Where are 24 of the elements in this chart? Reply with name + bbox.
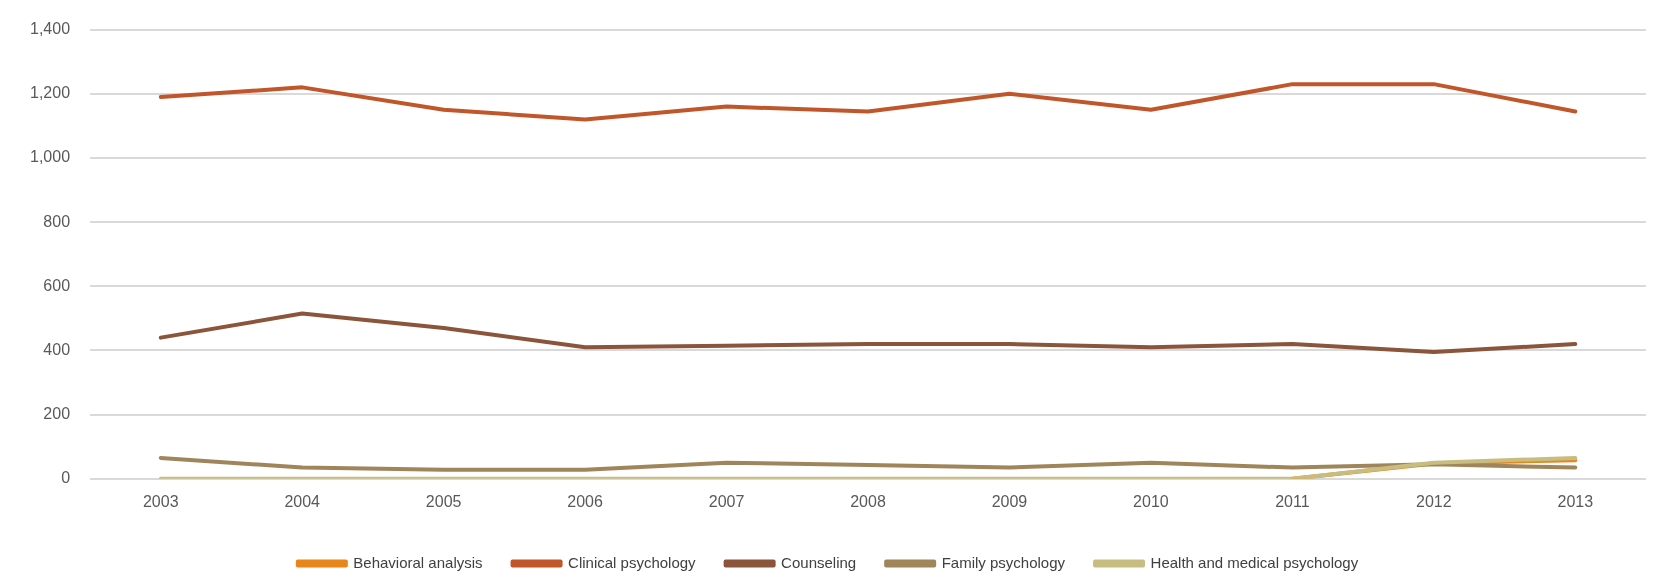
y-tick-label: 200	[43, 405, 71, 423]
y-tick-label: 400	[43, 340, 71, 358]
legend-label: Behavioral analysis	[353, 553, 483, 571]
x-tick-label: 2012	[1416, 492, 1452, 510]
y-tick-label: 0	[61, 469, 71, 487]
x-tick-label: 2004	[284, 492, 321, 510]
x-tick-label: 2009	[991, 492, 1028, 510]
x-tick-label: 2003	[142, 492, 179, 510]
x-tick-label: 2007	[708, 492, 745, 510]
y-tick-label: 1,200	[29, 84, 71, 102]
x-tick-label: 2010	[1133, 492, 1169, 510]
legend-label: Clinical psychology	[568, 553, 697, 571]
y-tick-label: 1,000	[29, 148, 71, 166]
y-tick-label: 1,400	[29, 20, 71, 38]
x-tick-label: 2008	[850, 492, 886, 510]
x-tick-label: 2006	[567, 492, 604, 510]
legend-label: Family psychology	[941, 553, 1066, 571]
legend-label: Health and medical psychology	[1150, 553, 1359, 571]
x-tick-label: 2013	[1557, 492, 1594, 510]
legend-label: Counseling	[781, 553, 857, 571]
x-tick-label: 2011	[1275, 492, 1310, 510]
y-tick-label: 800	[43, 212, 71, 230]
x-tick-label: 2005	[425, 492, 462, 510]
y-tick-label: 600	[43, 276, 71, 294]
